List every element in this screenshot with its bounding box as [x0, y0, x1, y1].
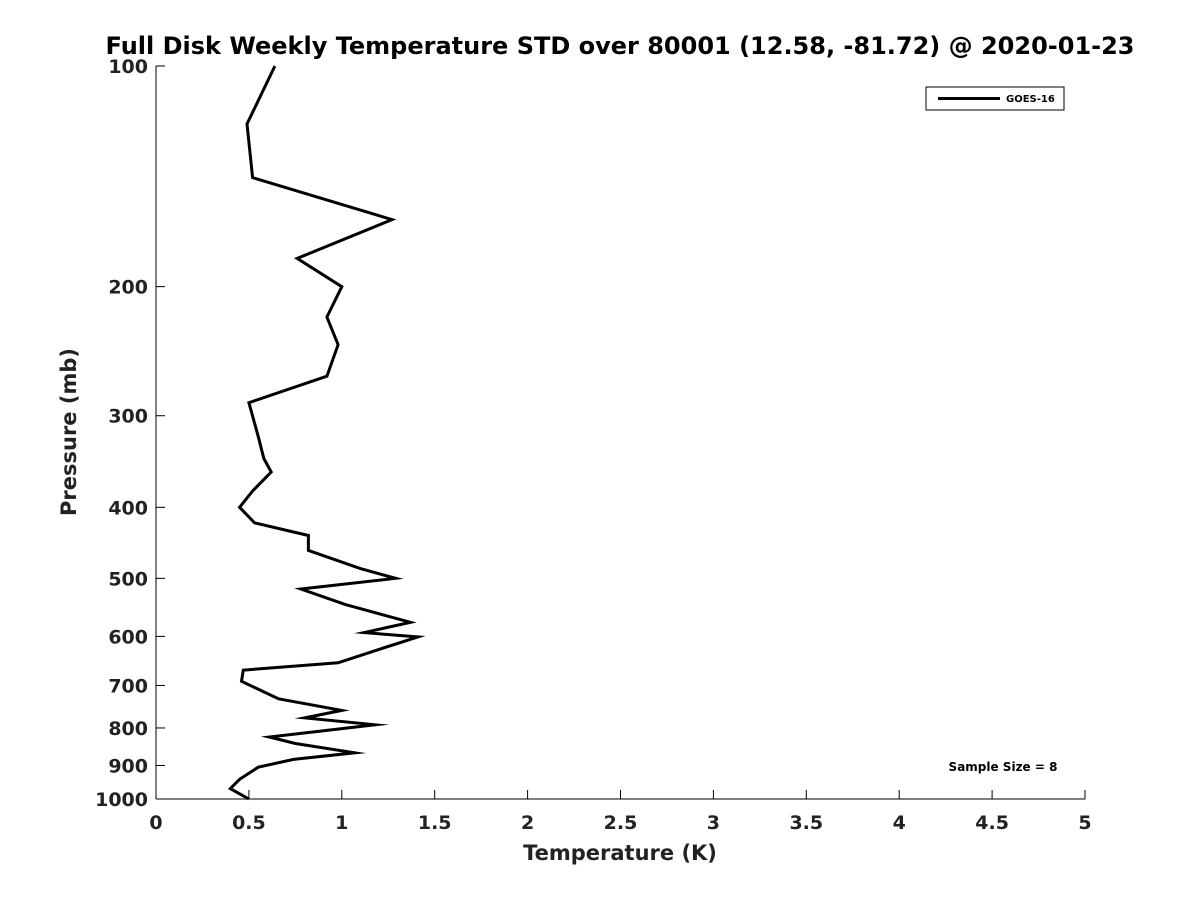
x-tick-label: 1	[335, 812, 348, 834]
series-layer	[227, 65, 426, 801]
y-tick-label: 500	[108, 568, 148, 590]
y-tick-label: 700	[108, 675, 148, 697]
y-ticks: 100 200 300 400 500 600 700 800 900 1000	[95, 56, 165, 811]
y-axis-label: Pressure (mb)	[57, 348, 81, 516]
x-tick-label: 3.5	[789, 812, 823, 834]
x-tick-label: 5	[1078, 812, 1091, 834]
x-tick-label: 4.5	[975, 812, 1009, 834]
x-tick-label: 2.5	[604, 812, 638, 834]
x-tick-label: 3	[707, 812, 720, 834]
legend-label-goes-16: GOES-16	[1006, 94, 1055, 105]
y-tick-label: 600	[108, 626, 148, 648]
sample-size-annotation: Sample Size = 8	[949, 760, 1058, 774]
y-tick-label: 300	[108, 406, 148, 428]
x-tick-label: 1.5	[418, 812, 452, 834]
x-tick-label: 4	[893, 812, 906, 834]
y-tick-label: 100	[108, 56, 148, 78]
x-tick-label: 0	[149, 812, 162, 834]
chart-title: Full Disk Weekly Temperature STD over 80…	[106, 32, 1135, 60]
axes	[155, 66, 1085, 800]
x-tick-label: 0.5	[232, 812, 266, 834]
y-tick-label: 400	[108, 497, 148, 519]
series-line-goes-16	[227, 65, 426, 801]
y-tick-label: 200	[108, 277, 148, 299]
x-tick-label: 2	[521, 812, 534, 834]
y-tick-label: 900	[108, 755, 148, 777]
y-tick-label: 1000	[95, 789, 148, 811]
legend: GOES-16	[925, 86, 1065, 111]
x-axis-label: Temperature (K)	[523, 841, 717, 865]
x-ticks: 0 0.5 1 1.5 2 2.5 3 3.5 4 4.5 5	[149, 790, 1092, 834]
y-tick-label: 800	[108, 718, 148, 740]
